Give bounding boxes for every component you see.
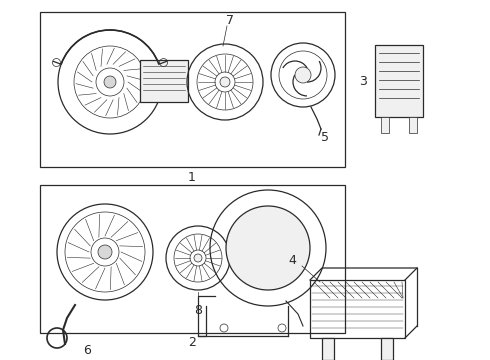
Text: 1: 1 xyxy=(188,171,196,184)
Bar xyxy=(40,185,345,333)
Circle shape xyxy=(226,206,310,290)
Text: 3: 3 xyxy=(359,75,367,87)
Bar xyxy=(40,12,345,167)
Bar xyxy=(375,45,423,117)
Bar xyxy=(140,60,188,102)
Circle shape xyxy=(104,76,116,88)
Circle shape xyxy=(295,67,311,83)
Bar xyxy=(310,280,405,338)
Circle shape xyxy=(98,245,112,259)
Bar xyxy=(381,338,393,360)
Text: 4: 4 xyxy=(288,253,296,266)
Bar xyxy=(381,117,389,133)
Bar xyxy=(409,117,417,133)
Circle shape xyxy=(220,77,230,87)
Text: 7: 7 xyxy=(226,14,234,27)
Text: 2: 2 xyxy=(188,337,196,350)
Text: 5: 5 xyxy=(321,131,329,144)
Text: 8: 8 xyxy=(194,303,202,316)
Circle shape xyxy=(194,254,202,262)
Text: 6: 6 xyxy=(83,343,91,356)
Bar xyxy=(322,338,334,360)
